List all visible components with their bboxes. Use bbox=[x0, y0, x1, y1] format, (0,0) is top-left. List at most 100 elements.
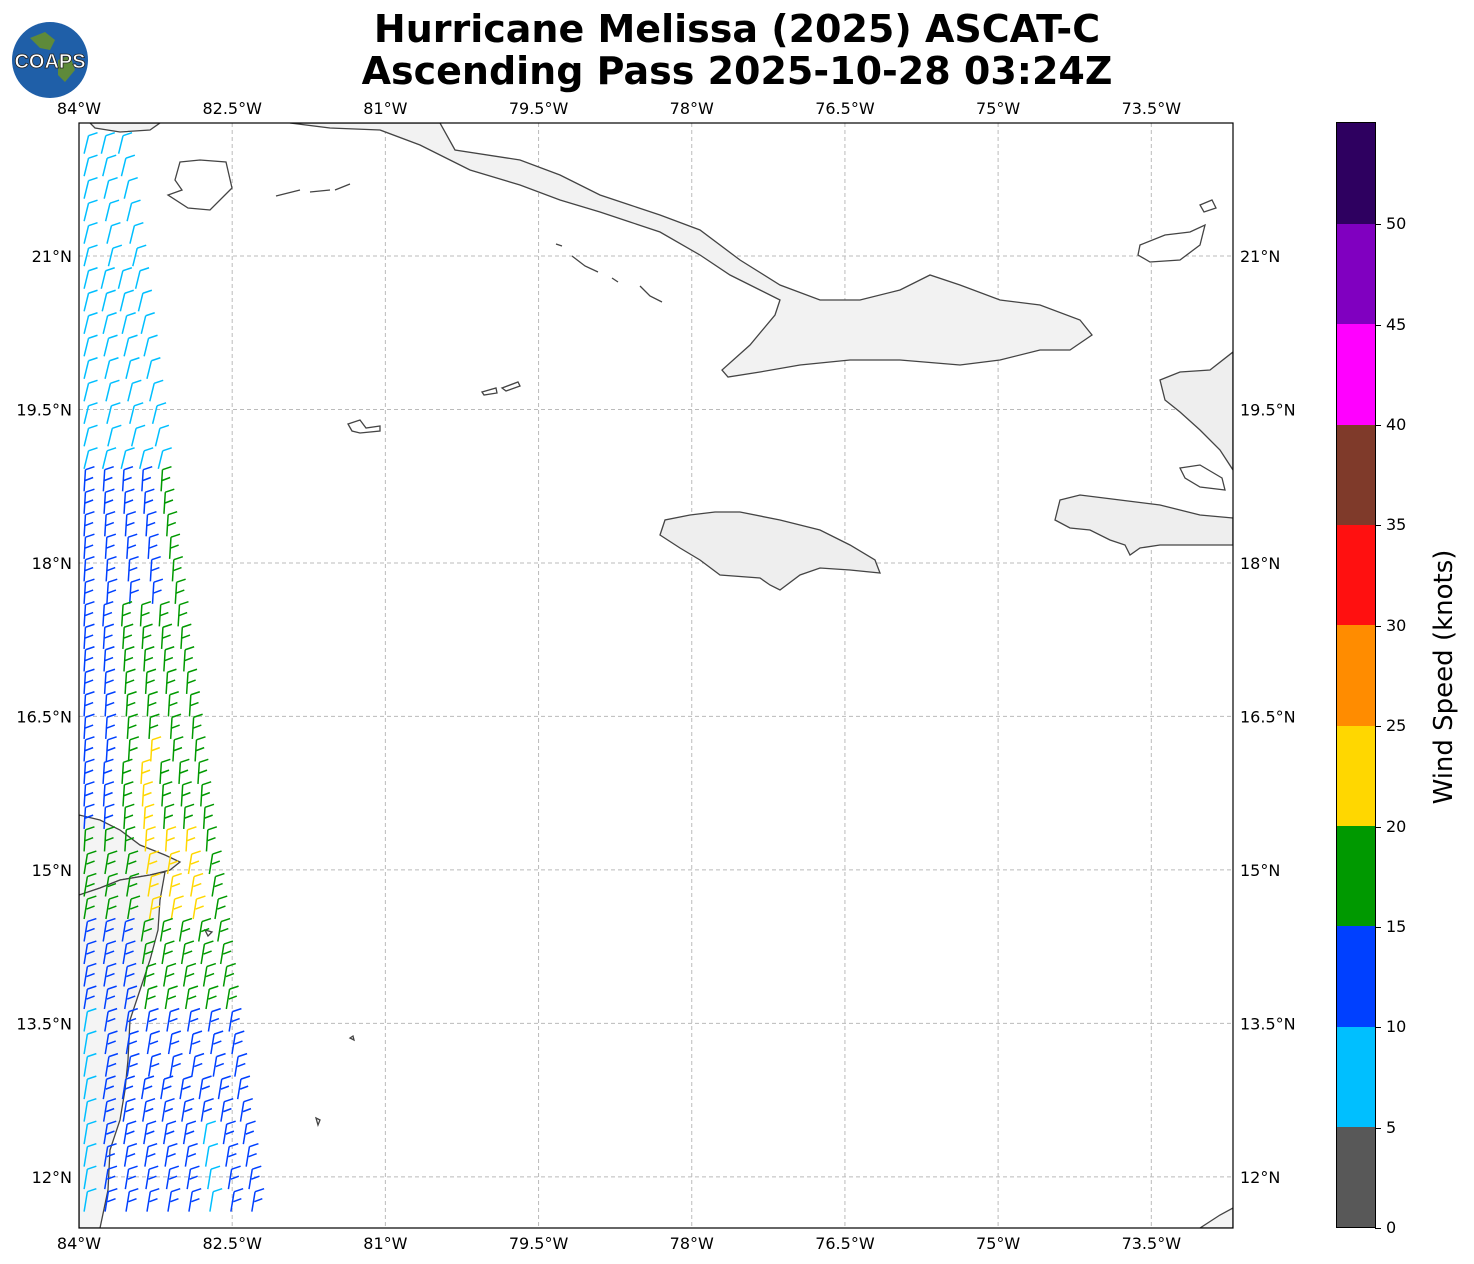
wind-barb bbox=[104, 872, 118, 897]
wind-barb bbox=[170, 895, 184, 920]
wind-barb bbox=[144, 826, 156, 852]
wind-barb bbox=[104, 357, 119, 379]
colorbar-segment bbox=[1337, 323, 1375, 425]
wind-barb bbox=[105, 379, 120, 402]
hispaniola bbox=[1054, 494, 1233, 556]
lon-tick-label-bottom: 81°W bbox=[363, 1234, 407, 1253]
wind-barb bbox=[104, 533, 117, 559]
wind-barb bbox=[83, 985, 97, 1010]
lon-tick-label-bottom: 82.5°W bbox=[202, 1234, 262, 1253]
wind-barb bbox=[102, 601, 114, 627]
lon-tick-label-top: 84°W bbox=[57, 99, 101, 118]
wind-barb bbox=[225, 985, 239, 1010]
wind-barb bbox=[121, 758, 133, 784]
wind-barb bbox=[102, 154, 117, 177]
wind-barb bbox=[167, 1030, 182, 1055]
wind-barb bbox=[191, 713, 203, 739]
wind-barb bbox=[124, 1007, 139, 1032]
wind-barb bbox=[101, 289, 116, 312]
lat-tick-label-right: 16.5°N bbox=[1240, 707, 1296, 726]
wind-barb bbox=[148, 895, 163, 920]
wind-barb bbox=[160, 465, 172, 492]
wind-barb bbox=[103, 488, 115, 514]
wind-barb bbox=[184, 1142, 198, 1167]
wind-barb bbox=[191, 1052, 205, 1077]
wind-barb bbox=[168, 872, 182, 897]
wind-barb bbox=[123, 1142, 138, 1167]
wind-barb bbox=[83, 379, 98, 402]
lon-tick-label-top: 76.5°W bbox=[815, 99, 875, 118]
nicaragua-coast bbox=[79, 871, 166, 1228]
wind-barb bbox=[104, 691, 116, 717]
wind-barb bbox=[129, 402, 144, 424]
wind-barb bbox=[122, 781, 134, 807]
wind-barb bbox=[123, 803, 135, 830]
wind-barb bbox=[178, 758, 190, 784]
colorbar-tick: 25 bbox=[1374, 718, 1406, 734]
wind-barb bbox=[102, 781, 115, 807]
wind-barb bbox=[102, 312, 117, 334]
wind-barb bbox=[146, 1030, 160, 1055]
wind-barb bbox=[103, 1120, 117, 1145]
lon-tick-label-top: 75°W bbox=[976, 99, 1020, 118]
wind-barb bbox=[143, 488, 155, 514]
lat-tick-label-right: 19.5°N bbox=[1240, 400, 1296, 419]
wind-barb bbox=[124, 1165, 138, 1190]
wind-barb bbox=[147, 1052, 162, 1077]
wind-barb bbox=[124, 826, 136, 852]
wind-barb bbox=[132, 244, 147, 267]
wind-barb bbox=[83, 917, 97, 942]
wind-barb bbox=[123, 646, 135, 672]
wind-barb bbox=[121, 917, 135, 942]
wind-barbs bbox=[83, 131, 265, 1212]
wind-barb bbox=[83, 872, 97, 897]
wind-barb bbox=[104, 199, 120, 222]
wind-barb bbox=[123, 176, 138, 199]
wind-barb bbox=[122, 940, 136, 965]
wind-barb bbox=[167, 1187, 181, 1212]
wind-barb bbox=[124, 668, 136, 694]
wind-barb bbox=[104, 1052, 119, 1077]
keys-1 bbox=[275, 183, 663, 303]
wind-barb bbox=[200, 1097, 214, 1122]
wind-barb bbox=[126, 199, 141, 222]
wind-barb bbox=[242, 1120, 256, 1145]
wind-barb bbox=[83, 1052, 97, 1077]
wind-barb bbox=[190, 872, 204, 897]
wind-barb bbox=[180, 781, 192, 807]
wind-barb bbox=[177, 601, 189, 627]
wind-barb bbox=[126, 1052, 140, 1077]
wind-barb bbox=[100, 267, 115, 289]
wind-barb bbox=[83, 1142, 97, 1167]
wind-barb bbox=[205, 826, 218, 852]
wind-barb bbox=[162, 1120, 177, 1145]
wind-barb bbox=[140, 917, 154, 942]
wind-barb bbox=[123, 334, 138, 357]
wind-barb bbox=[102, 465, 114, 492]
wind-barb bbox=[168, 533, 181, 559]
wind-barb bbox=[142, 1097, 156, 1122]
wind-barb bbox=[102, 1097, 117, 1122]
wind-barb bbox=[148, 713, 160, 739]
wind-barb bbox=[117, 267, 133, 289]
colorbar-tick: 40 bbox=[1374, 417, 1406, 433]
wind-barb bbox=[185, 826, 197, 852]
lat-tick-label-left: 13.5°N bbox=[16, 1014, 72, 1033]
wind-barb bbox=[160, 623, 173, 649]
wind-barb bbox=[83, 668, 95, 694]
wind-barb bbox=[123, 488, 135, 514]
lat-tick-label-left: 18°N bbox=[32, 554, 72, 573]
wind-barb bbox=[165, 1165, 180, 1190]
wind-barb bbox=[83, 267, 98, 289]
wind-barb bbox=[83, 334, 98, 357]
lon-tick-label-top: 78°W bbox=[670, 99, 714, 118]
wind-barb bbox=[144, 1142, 158, 1167]
wind-barb bbox=[164, 985, 178, 1010]
wind-barb bbox=[83, 424, 98, 447]
wind-barb bbox=[83, 1030, 97, 1055]
wind-barb bbox=[220, 1097, 234, 1122]
colorbar-tick: 10 bbox=[1374, 1019, 1406, 1035]
jamaica bbox=[659, 511, 881, 591]
wind-barb bbox=[83, 465, 95, 492]
wind-barb bbox=[146, 357, 161, 379]
